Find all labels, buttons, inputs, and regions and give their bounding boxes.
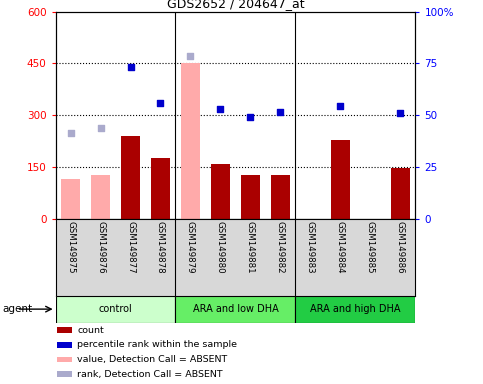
Bar (181, 63, 200, 219)
Bar (241, 175, 260, 219)
Point (156, 100, 164, 106)
Bar (175, 296, 296, 323)
Bar (57, 371, 72, 377)
Text: GSM149882: GSM149882 (276, 221, 285, 274)
Text: GSM149884: GSM149884 (336, 221, 345, 274)
Text: ARA and low DHA: ARA and low DHA (193, 304, 278, 314)
Text: agent: agent (2, 304, 32, 314)
Bar (121, 136, 140, 219)
Point (97, 125, 104, 131)
Point (67, 130, 74, 136)
Bar (57, 328, 72, 333)
Text: GSM149885: GSM149885 (366, 221, 375, 274)
Text: GSM149875: GSM149875 (66, 221, 75, 274)
Point (337, 103, 344, 109)
Point (186, 53, 194, 59)
Bar (270, 175, 290, 219)
Text: GSM149880: GSM149880 (216, 221, 225, 274)
Text: percentile rank within the sample: percentile rank within the sample (77, 340, 237, 349)
Text: GSM149877: GSM149877 (126, 221, 135, 274)
Point (277, 109, 284, 116)
Bar (57, 357, 72, 362)
Bar (151, 158, 170, 219)
Text: GSM149878: GSM149878 (156, 221, 165, 274)
Bar (91, 175, 110, 219)
Point (397, 111, 404, 117)
Text: rank, Detection Call = ABSENT: rank, Detection Call = ABSENT (77, 369, 223, 379)
Point (247, 114, 255, 120)
Text: GSM149879: GSM149879 (186, 221, 195, 274)
Text: control: control (99, 304, 132, 314)
Bar (331, 140, 350, 219)
Point (216, 106, 224, 112)
Bar (57, 342, 72, 348)
Text: GSM149883: GSM149883 (306, 221, 315, 274)
Point (127, 64, 134, 70)
Bar (61, 179, 80, 219)
Text: ARA and high DHA: ARA and high DHA (310, 304, 401, 314)
Bar (296, 296, 415, 323)
Text: GSM149881: GSM149881 (246, 221, 255, 274)
Text: GSM149876: GSM149876 (96, 221, 105, 274)
Bar (56, 296, 175, 323)
Title: GDS2652 / 204647_at: GDS2652 / 204647_at (167, 0, 304, 10)
Text: count: count (77, 326, 104, 335)
Bar (391, 168, 410, 219)
Text: GSM149886: GSM149886 (396, 221, 405, 274)
Bar (211, 164, 230, 219)
Text: value, Detection Call = ABSENT: value, Detection Call = ABSENT (77, 355, 227, 364)
